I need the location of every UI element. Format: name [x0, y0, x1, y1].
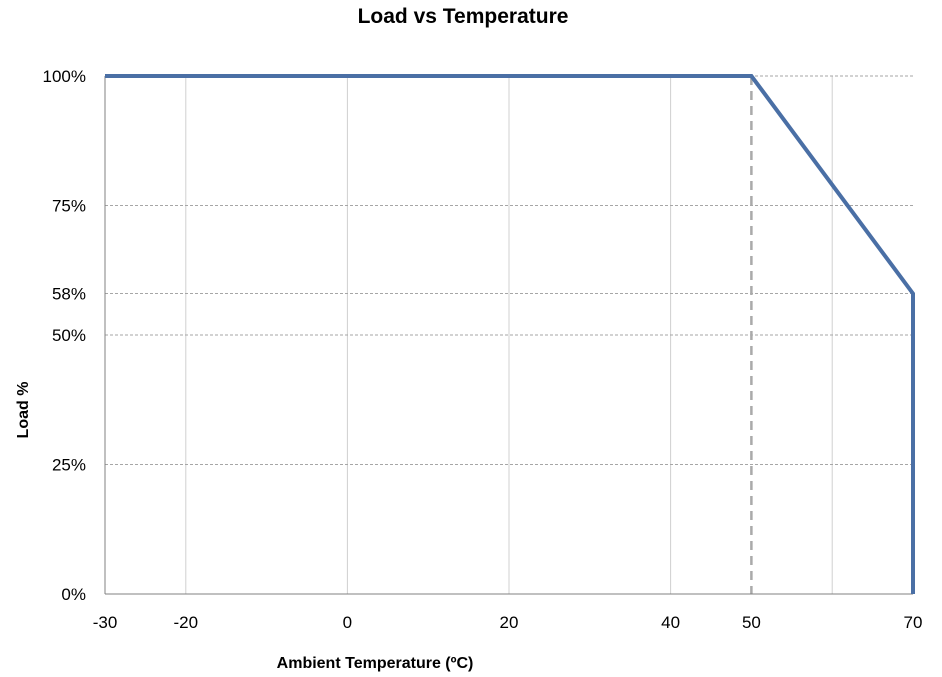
x-tick-label: 40	[661, 613, 680, 632]
y-axis-title: Load %	[15, 382, 32, 439]
x-tick-label: -20	[174, 613, 199, 632]
grid-layer	[105, 75, 913, 594]
x-tick-label: 20	[500, 613, 519, 632]
y-tick-label: 0%	[61, 585, 86, 604]
y-tick-label: 100%	[43, 67, 86, 86]
x-tick-label: 50	[742, 613, 761, 632]
x-tick-label: -30	[93, 613, 118, 632]
y-tick-label: 75%	[52, 197, 86, 216]
y-tick-label: 25%	[52, 456, 86, 475]
x-axis-title: Ambient Temperature (ºC)	[277, 655, 474, 672]
axes-layer	[104, 76, 913, 595]
chart-title: Load vs Temperature	[358, 5, 569, 28]
y-tick-label: 58%	[52, 285, 86, 304]
series-line	[105, 74, 915, 594]
x-tick-label: 70	[904, 613, 923, 632]
y-tick-label: 50%	[52, 326, 86, 345]
x-tick-label: 0	[343, 613, 352, 632]
series-layer	[105, 74, 915, 594]
tick-labels: 0% 25% 50% 58% 75% 100% -30 -20 0 20 40 50 70	[43, 67, 923, 632]
